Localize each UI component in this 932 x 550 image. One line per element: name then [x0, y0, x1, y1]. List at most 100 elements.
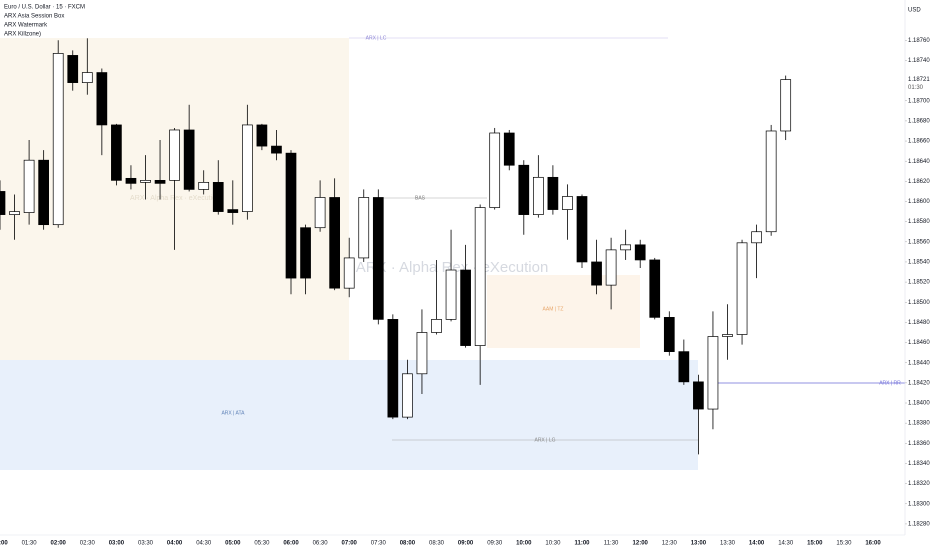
x-tick-label: 13:30 — [720, 541, 736, 547]
x-tick-label: 06:30 — [313, 541, 329, 547]
x-tick-label: 04:00 — [167, 541, 183, 547]
y-tick-label: 1.18500 — [908, 300, 930, 306]
y-tick-label: 1.18740 — [908, 58, 930, 64]
killzone-box — [0, 360, 698, 470]
x-tick-label: 12:30 — [662, 541, 678, 547]
bas-label: BAS — [415, 195, 426, 201]
x-tick-label: 07:00 — [342, 541, 358, 547]
y-tick-label: 1.18560 — [908, 239, 930, 245]
y-tick-label: 1.18440 — [908, 360, 930, 366]
y-tick-label: 1.18300 — [908, 501, 930, 507]
x-tick-label: 14:30 — [778, 541, 794, 547]
candle-body — [591, 261, 602, 286]
x-tick-label: 16:00 — [865, 541, 881, 547]
y-tick-label: 1.18340 — [908, 461, 930, 467]
candle-body — [547, 176, 559, 210]
lc-label: ARX | LC — [366, 35, 387, 41]
ata-label: ARX | ATA — [221, 410, 245, 416]
candle-body — [67, 55, 79, 83]
watermark: ARX · Alpha Rex · eXecution — [356, 259, 549, 276]
countdown-label: 01:30 — [908, 85, 924, 91]
x-tick-label: 06:00 — [283, 541, 299, 547]
candle-body — [285, 152, 297, 279]
candle-body — [431, 319, 442, 333]
y-tick-label: 1.18580 — [908, 219, 930, 225]
x-tick-label: 01:00 — [0, 541, 8, 547]
candle-body — [183, 129, 195, 190]
candle-body — [562, 196, 573, 210]
y-tick-label: 1.18760 — [908, 38, 930, 44]
candle-body — [140, 179, 151, 183]
candle-body — [256, 124, 268, 147]
candle-body — [402, 373, 413, 418]
candle-body — [503, 132, 515, 166]
candle-body — [416, 332, 428, 375]
candle-body — [663, 317, 675, 352]
tz-box — [487, 275, 640, 348]
candle-body — [314, 197, 326, 229]
candle-body — [9, 211, 20, 215]
candle-body — [96, 72, 108, 126]
candle-body — [81, 72, 93, 83]
x-tick-label: 11:00 — [574, 541, 590, 547]
y-tick-label: 1.18480 — [908, 320, 930, 326]
candle-body — [242, 124, 253, 212]
candle-body — [0, 191, 6, 215]
x-tick-label: 12:00 — [633, 541, 649, 547]
y-tick-label: 1.18540 — [908, 260, 930, 266]
x-tick-label: 11:30 — [604, 541, 619, 547]
x-tick-label: 15:00 — [807, 541, 823, 547]
x-tick-label: 10:00 — [516, 541, 532, 547]
x-tick-label: 10:30 — [545, 541, 561, 547]
candle-body — [678, 351, 690, 383]
candle-body — [387, 319, 399, 418]
candle-body — [576, 196, 588, 263]
y-tick-label: 1.18460 — [908, 340, 930, 346]
candle-body — [634, 244, 646, 261]
lg-label: ARX | LG — [534, 437, 555, 443]
x-tick-label: 14:00 — [749, 541, 765, 547]
y-tick-label: 1.18700 — [908, 98, 930, 104]
candle-body — [649, 259, 661, 318]
candle-body — [23, 159, 35, 213]
last-price-label: 1.18721 — [908, 77, 930, 83]
candle-body — [474, 207, 486, 346]
y-tick-label: 1.18620 — [908, 179, 930, 185]
y-tick-label: 1.18380 — [908, 421, 930, 427]
legend-item: ARX Watermark — [4, 23, 48, 29]
candle-body — [300, 227, 311, 279]
x-tick-label: 05:30 — [254, 541, 270, 547]
candle-body — [343, 257, 355, 289]
candle-body — [780, 79, 792, 132]
candle-body — [751, 231, 762, 244]
candle-body — [38, 159, 50, 226]
x-tick-label: 13:00 — [691, 541, 707, 547]
y-tick-label: 1.18280 — [908, 521, 930, 527]
x-tick-label: 08:00 — [400, 541, 416, 547]
x-tick-label: 02:00 — [51, 541, 67, 547]
candle-body — [52, 53, 64, 226]
y-tick-label: 1.18320 — [908, 481, 930, 487]
small-watermark: ARX · Alpha Rex · eXecution — [130, 195, 220, 202]
candle-body — [125, 177, 137, 184]
candle-body — [372, 197, 384, 320]
candle-body — [693, 381, 704, 410]
x-tick-label: 09:00 — [458, 541, 474, 547]
chart-title: Euro / U.S. Dollar · 15 · FXCM — [4, 5, 85, 11]
candle-body — [605, 249, 617, 286]
currency-label: USD — [908, 8, 921, 14]
candle-body — [111, 124, 122, 181]
candle-body — [765, 130, 777, 233]
x-tick-label: 09:30 — [487, 541, 503, 547]
y-tick-label: 1.18600 — [908, 199, 930, 205]
y-tick-label: 1.18360 — [908, 441, 930, 447]
candle-body — [271, 145, 282, 154]
y-tick-label: 1.18640 — [908, 159, 930, 165]
candle-body — [736, 242, 748, 335]
candle-body — [445, 269, 457, 320]
candle-body — [460, 269, 471, 346]
x-tick-label: 07:30 — [371, 541, 387, 547]
candle-body — [227, 209, 239, 213]
x-tick-label: 05:00 — [225, 541, 241, 547]
